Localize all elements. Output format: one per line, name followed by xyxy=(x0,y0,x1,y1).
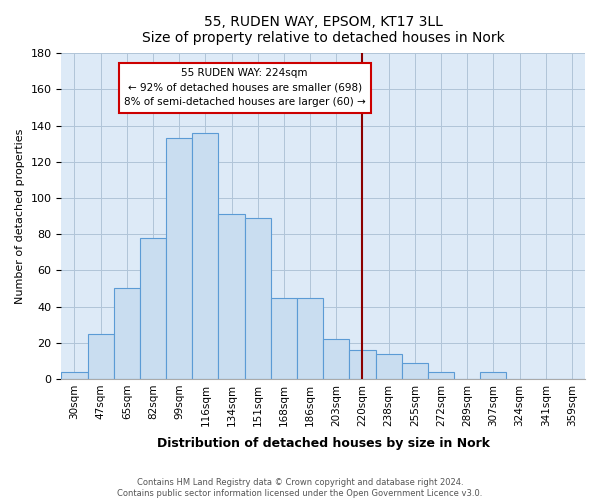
Text: 55 RUDEN WAY: 224sqm
← 92% of detached houses are smaller (698)
8% of semi-detac: 55 RUDEN WAY: 224sqm ← 92% of detached h… xyxy=(124,68,365,108)
Bar xyxy=(323,339,349,379)
Title: 55, RUDEN WAY, EPSOM, KT17 3LL
Size of property relative to detached houses in N: 55, RUDEN WAY, EPSOM, KT17 3LL Size of p… xyxy=(142,15,505,45)
Bar xyxy=(218,214,245,379)
Bar xyxy=(61,372,88,379)
Bar xyxy=(349,350,376,379)
Bar xyxy=(376,354,402,379)
Bar xyxy=(245,218,271,379)
Bar xyxy=(166,138,193,379)
X-axis label: Distribution of detached houses by size in Nork: Distribution of detached houses by size … xyxy=(157,437,490,450)
Bar xyxy=(140,238,166,379)
Bar xyxy=(193,133,218,379)
Text: Contains HM Land Registry data © Crown copyright and database right 2024.
Contai: Contains HM Land Registry data © Crown c… xyxy=(118,478,482,498)
Y-axis label: Number of detached properties: Number of detached properties xyxy=(15,128,25,304)
Bar xyxy=(114,288,140,379)
Bar xyxy=(88,334,114,379)
Bar xyxy=(402,362,428,379)
Bar xyxy=(271,298,297,379)
Bar xyxy=(480,372,506,379)
Bar xyxy=(428,372,454,379)
Bar xyxy=(297,298,323,379)
